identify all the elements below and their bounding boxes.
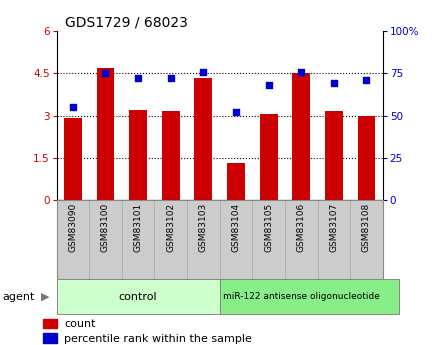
Text: GSM83103: GSM83103 bbox=[198, 203, 207, 252]
Bar bbox=[292, 73, 309, 200]
Text: GSM83090: GSM83090 bbox=[68, 203, 77, 252]
Bar bbox=[43, 319, 56, 328]
Bar bbox=[64, 118, 82, 200]
Bar bbox=[161, 111, 179, 200]
Bar bbox=[259, 114, 277, 200]
Text: count: count bbox=[64, 318, 95, 328]
Bar bbox=[324, 111, 342, 200]
Bar bbox=[89, 200, 122, 279]
Text: GSM83105: GSM83105 bbox=[263, 203, 273, 252]
Bar bbox=[96, 68, 114, 200]
Point bbox=[102, 71, 108, 76]
Bar bbox=[227, 164, 244, 200]
Bar bbox=[43, 333, 56, 343]
Point bbox=[362, 77, 369, 83]
Point bbox=[265, 82, 272, 88]
Text: ▶: ▶ bbox=[41, 292, 49, 302]
Point bbox=[330, 81, 337, 86]
Text: GSM83102: GSM83102 bbox=[166, 203, 175, 252]
Text: GSM83107: GSM83107 bbox=[329, 203, 338, 252]
Bar bbox=[219, 200, 252, 279]
Point bbox=[135, 76, 141, 81]
Bar bbox=[56, 200, 89, 279]
Bar bbox=[349, 200, 382, 279]
Bar bbox=[357, 116, 375, 200]
Bar bbox=[317, 200, 349, 279]
Text: miR-122 antisense oligonucleotide: miR-122 antisense oligonucleotide bbox=[222, 292, 379, 301]
Text: GSM83104: GSM83104 bbox=[231, 203, 240, 252]
Bar bbox=[187, 200, 219, 279]
Point bbox=[199, 69, 207, 75]
Text: percentile rank within the sample: percentile rank within the sample bbox=[64, 334, 251, 344]
Bar bbox=[194, 78, 212, 200]
Text: GSM83100: GSM83100 bbox=[101, 203, 110, 252]
Text: GSM83101: GSM83101 bbox=[133, 203, 142, 252]
Bar bbox=[252, 200, 284, 279]
Point bbox=[232, 109, 239, 115]
Bar bbox=[122, 200, 154, 279]
Point bbox=[297, 69, 304, 75]
Bar bbox=[154, 200, 187, 279]
Text: GSM83106: GSM83106 bbox=[296, 203, 305, 252]
Bar bbox=[56, 279, 219, 314]
Bar bbox=[129, 110, 147, 200]
Point bbox=[69, 104, 76, 110]
Bar bbox=[284, 200, 317, 279]
Text: agent: agent bbox=[2, 292, 34, 302]
Bar bbox=[219, 279, 398, 314]
Text: GSM83108: GSM83108 bbox=[361, 203, 370, 252]
Point bbox=[167, 76, 174, 81]
Text: GDS1729 / 68023: GDS1729 / 68023 bbox=[65, 16, 187, 30]
Text: control: control bbox=[118, 292, 157, 302]
